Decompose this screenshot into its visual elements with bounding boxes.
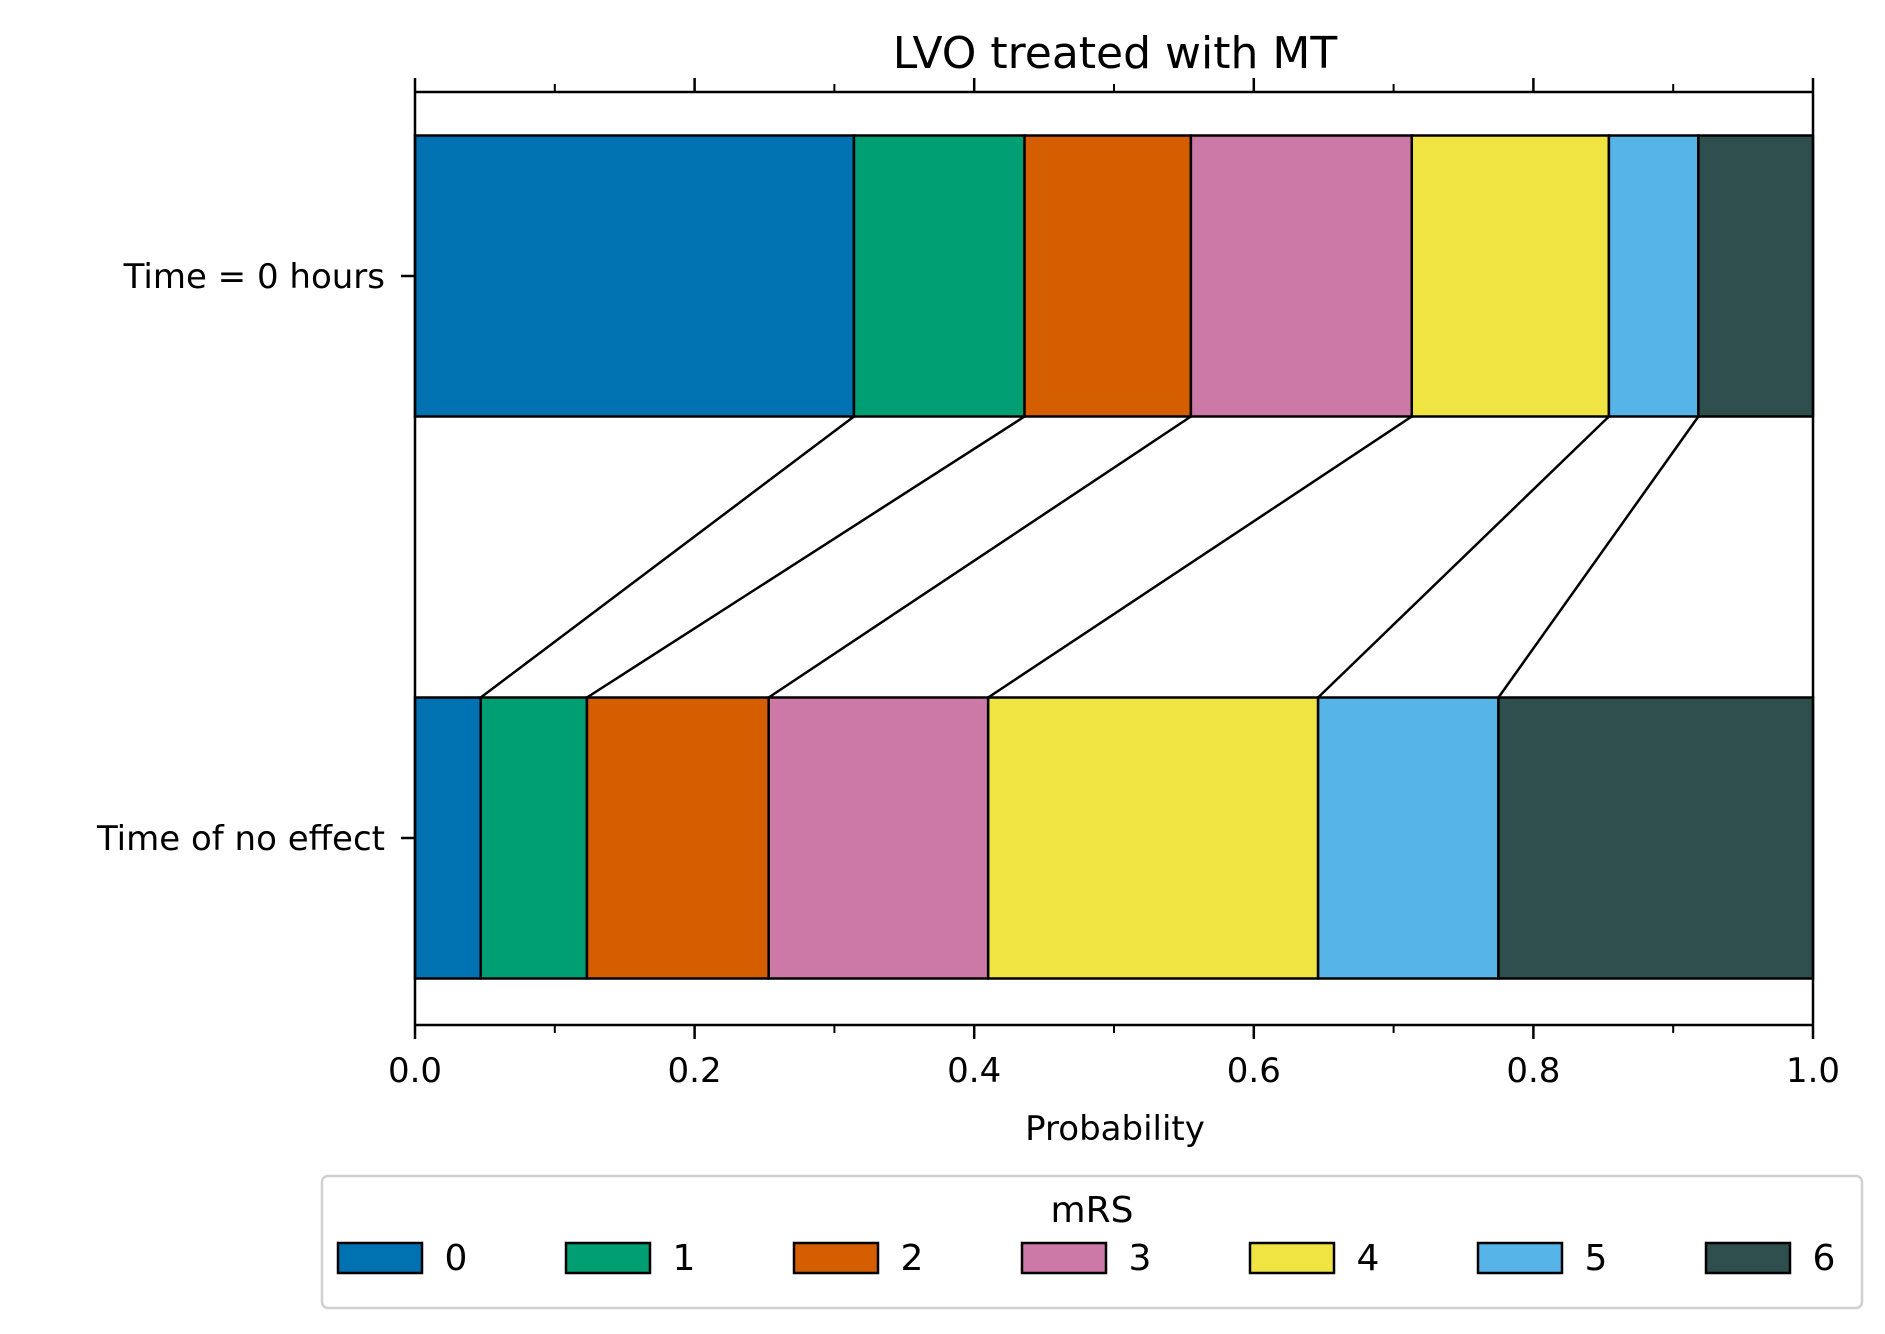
axes: 0.0 0.2 0.4 0.6 0.8 1.0 Time = 0 hours Time of … — [96, 78, 1840, 1091]
bar-segment-1-mrs-1 — [479, 696, 589, 980]
connector-lines — [479, 415, 1700, 699]
bar-segment-0-mrs-4 — [1410, 134, 1611, 418]
x-tick-label: 1.0 — [1786, 1051, 1840, 1091]
bar-segment-1-mrs-5 — [1316, 696, 1500, 980]
legend-label-mrs-3: 3 — [1129, 1238, 1152, 1279]
connector-line-5 — [1317, 415, 1610, 699]
x-tick-label: 0.8 — [1506, 1051, 1560, 1091]
bar-segment-0-mrs-2 — [1023, 134, 1193, 418]
connector-line-2 — [586, 415, 1026, 699]
legend-label-mrs-6: 6 — [1813, 1238, 1836, 1279]
legend-swatch-mrs-2 — [792, 1241, 880, 1275]
connector-line-3 — [768, 415, 1192, 699]
bar-segment-0-mrs-6 — [1697, 134, 1815, 418]
bar-segment-1-mrs-4 — [986, 696, 1320, 980]
y-tick-label: Time of no effect — [96, 819, 385, 859]
x-tick-label: 0.4 — [947, 1051, 1001, 1091]
x-tick-label: 0.2 — [668, 1051, 722, 1091]
legend-label-mrs-1: 1 — [673, 1238, 696, 1279]
legend-title: mRS — [1051, 1190, 1134, 1231]
y-tick-label: Time = 0 hours — [123, 257, 385, 297]
bar-segment-1-mrs-3 — [767, 696, 990, 980]
x-tick-label: 0.0 — [388, 1051, 442, 1091]
bar-segment-1-mrs-6 — [1497, 696, 1815, 980]
legend-swatch-mrs-5 — [1476, 1241, 1564, 1275]
legend-swatch-mrs-4 — [1248, 1241, 1336, 1275]
legend-label-mrs-0: 0 — [445, 1238, 468, 1279]
legend-swatch-mrs-6 — [1704, 1241, 1792, 1275]
bar-segment-0-mrs-0 — [413, 134, 856, 418]
bar-segment-0-mrs-3 — [1189, 134, 1414, 418]
connector-line-1 — [479, 415, 855, 699]
stacked-bars — [413, 134, 1815, 980]
legend-items: 0 1 2 3 4 5 6 — [336, 1238, 1836, 1279]
legend-swatch-mrs-3 — [1020, 1241, 1108, 1275]
legend-label-mrs-2: 2 — [901, 1238, 924, 1279]
connector-line-6 — [1497, 415, 1700, 699]
connector-line-4 — [987, 415, 1413, 699]
legend-label-mrs-4: 4 — [1357, 1238, 1380, 1279]
bar-segment-1-mrs-0 — [413, 696, 482, 980]
bar-segment-0-mrs-1 — [852, 134, 1026, 418]
legend-swatch-mrs-0 — [336, 1241, 424, 1275]
legend-label-mrs-5: 5 — [1585, 1238, 1608, 1279]
chart-title: LVO treated with MT — [893, 28, 1338, 79]
legend-swatch-mrs-1 — [564, 1241, 652, 1275]
bar-segment-1-mrs-2 — [585, 696, 770, 980]
legend: mRS 0 1 2 3 4 5 6 — [320, 1174, 1864, 1310]
x-axis-label: Probability — [1025, 1109, 1205, 1149]
bar-segment-0-mrs-5 — [1607, 134, 1700, 418]
x-tick-label: 0.6 — [1227, 1051, 1281, 1091]
